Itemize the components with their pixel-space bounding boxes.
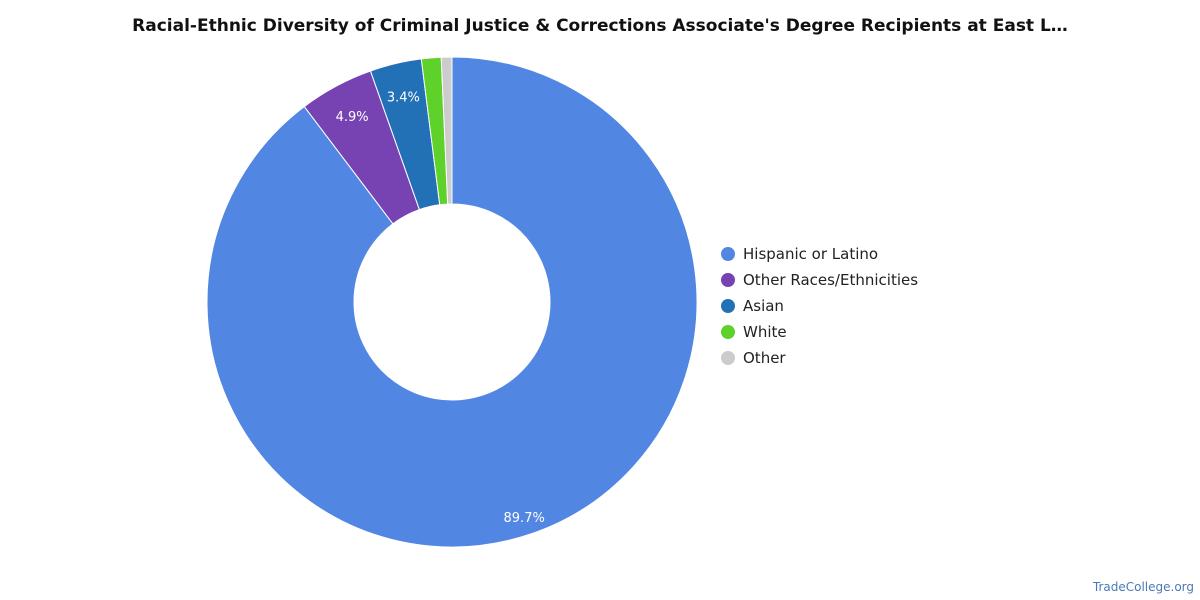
legend-swatch xyxy=(721,273,735,287)
legend-item-white[interactable]: White xyxy=(721,319,918,345)
slice-other[interactable] xyxy=(440,56,453,205)
chart-legend: Hispanic or Latino Other Races/Ethnicitie… xyxy=(721,241,918,371)
data-labels: 89.7% 4.9% 3.4% xyxy=(336,91,545,527)
legend-item-other-races-ethnicities[interactable]: Other Races/Ethnicities xyxy=(721,267,918,293)
legend-label: Other xyxy=(743,349,786,367)
legend-swatch xyxy=(721,247,735,261)
data-label-hispanic-or-latino: 89.7% xyxy=(504,511,545,526)
legend-item-other[interactable]: Other xyxy=(721,345,918,371)
legend-label: Asian xyxy=(743,297,784,315)
legend-label: Hispanic or Latino xyxy=(743,245,879,263)
legend-swatch xyxy=(721,299,735,313)
donut-slices xyxy=(206,56,698,548)
legend-swatch xyxy=(721,325,735,339)
legend-label: White xyxy=(743,323,787,341)
slice-hispanic-or-latino[interactable] xyxy=(206,56,698,548)
legend-item-asian[interactable]: Asian xyxy=(721,293,918,319)
legend-item-hispanic-or-latino[interactable]: Hispanic or Latino xyxy=(721,241,918,267)
data-label-asian: 3.4% xyxy=(387,91,420,106)
legend-label: Other Races/Ethnicities xyxy=(743,271,919,289)
data-label-other-races-ethnicities: 4.9% xyxy=(336,110,369,125)
chart-title: Racial-Ethnic Diversity of Criminal Just… xyxy=(132,16,1068,36)
legend-swatch xyxy=(721,351,735,365)
source-label[interactable]: TradeCollege.org xyxy=(1092,580,1194,594)
